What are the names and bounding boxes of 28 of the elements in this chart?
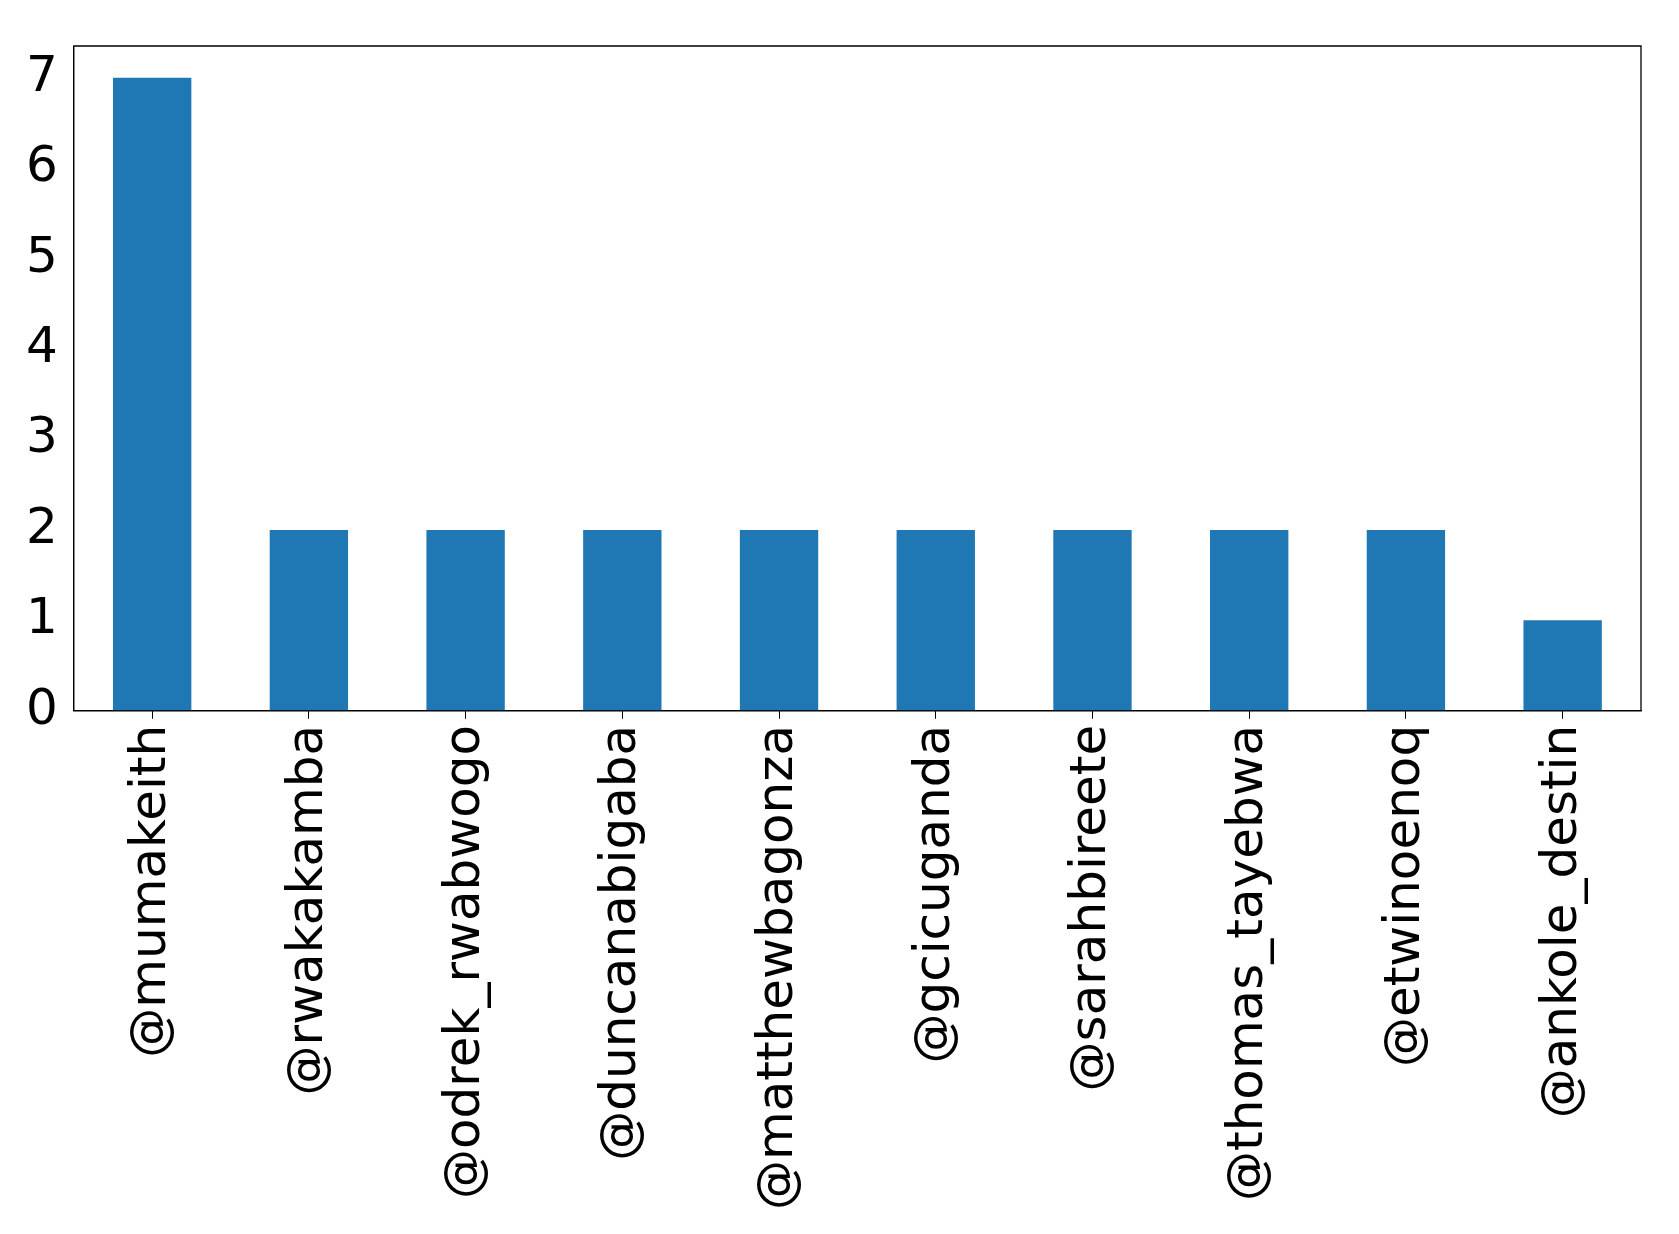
- bar: [112, 77, 192, 711]
- x-tick-label: @gcicuganda: [902, 724, 961, 1064]
- bar: [583, 529, 662, 711]
- y-tick-label: 6: [26, 135, 58, 194]
- y-tick-label: 5: [26, 225, 58, 284]
- bar: [739, 529, 819, 711]
- x-tick-label: @etwinoenoq: [1372, 724, 1431, 1068]
- bar: [1366, 529, 1446, 711]
- x-tick-label: @odrek_rwabwogo: [432, 724, 491, 1199]
- bar: [269, 529, 349, 711]
- y-tick-label: 0: [26, 677, 58, 736]
- x-tick-label: @thomas_tayebwa: [1216, 724, 1275, 1201]
- x-tick-label: @ankole_destin: [1529, 724, 1588, 1119]
- y-tick-label: 1: [26, 587, 58, 646]
- bar: [1053, 529, 1132, 711]
- y-tick-label: 4: [26, 316, 58, 374]
- y-tick-label: 2: [26, 496, 58, 555]
- y-tick-label: 3: [26, 406, 58, 465]
- x-tick-label: @sarahbireete: [1059, 724, 1118, 1092]
- bar: [896, 529, 975, 711]
- bar: [426, 529, 505, 711]
- x-tick-label: @matthewbagonza: [746, 724, 805, 1211]
- x-tick-label: @duncanabigaba: [589, 724, 648, 1161]
- y-tick-label: 7: [26, 44, 58, 103]
- bar: [1210, 529, 1289, 711]
- x-tick-label: @rwakakamba: [275, 724, 334, 1096]
- x-tick-label: @mumakeith: [119, 724, 178, 1058]
- bar: [1523, 620, 1602, 711]
